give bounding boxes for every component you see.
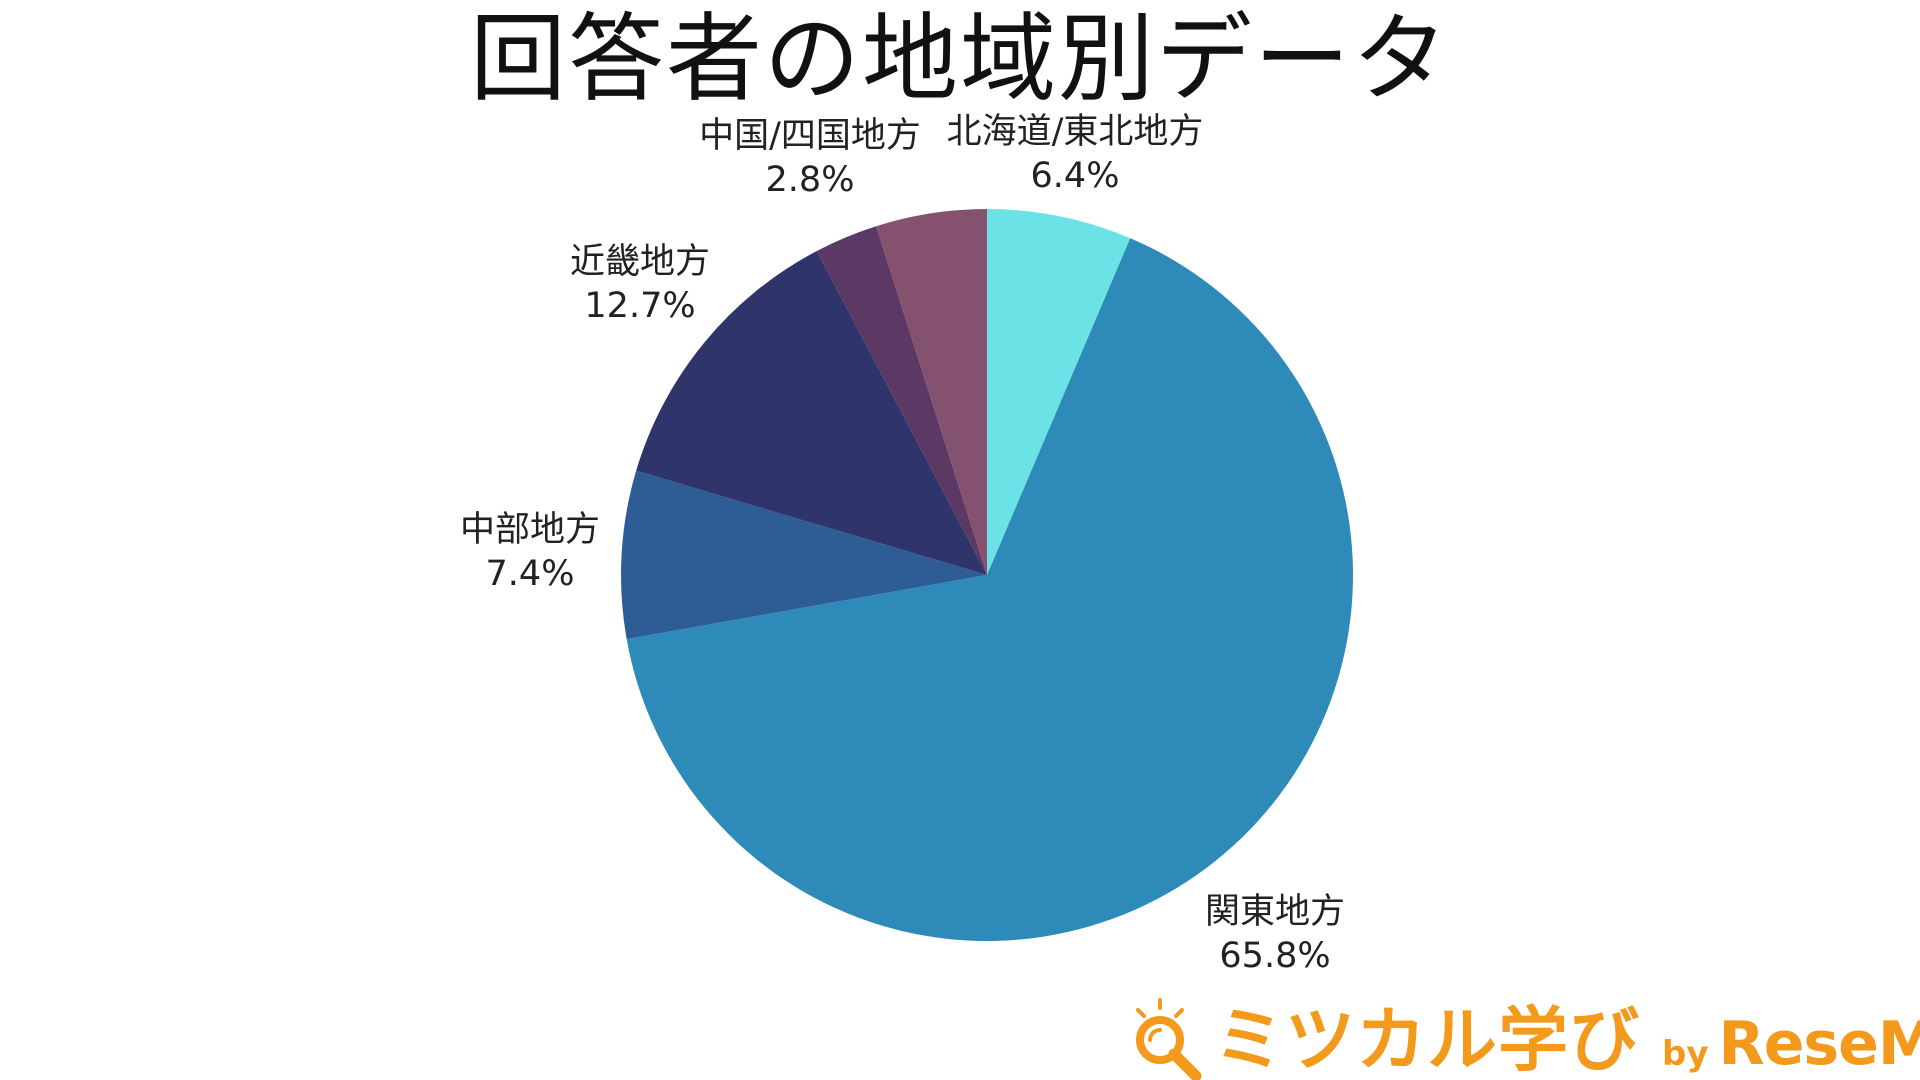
slice-label-kanto: 関東地方 65.8% bbox=[1150, 890, 1400, 978]
brand-name: ミツカル学び bbox=[1214, 999, 1640, 1080]
pie-slice-2 bbox=[620, 470, 987, 640]
brand-logo: ミツカル学び by ReseMom bbox=[1130, 988, 1920, 1080]
pie-slice-0 bbox=[987, 209, 1131, 575]
slice-name: 近畿地方 bbox=[569, 242, 710, 282]
pie-slice-3 bbox=[636, 251, 987, 575]
slice-value: 12.7% bbox=[584, 286, 696, 326]
chart-title: 回答者の地域別データ bbox=[470, 3, 1450, 115]
brand-by: by bbox=[1662, 1034, 1709, 1074]
slice-label-chugoku-shikoku: 中国/四国地方 2.8% bbox=[670, 114, 950, 202]
pie-slice-1 bbox=[626, 238, 1354, 942]
slice-value: 7.4% bbox=[485, 554, 575, 594]
slice-label-hokkaido-tohoku: 北海道/東北地方 6.4% bbox=[930, 110, 1220, 198]
slice-name: 中部地方 bbox=[459, 510, 600, 550]
slice-name: 北海道/東北地方 bbox=[946, 112, 1204, 152]
slice-name: 関東地方 bbox=[1204, 892, 1345, 932]
slice-value: 6.4% bbox=[1030, 156, 1120, 196]
slice-label-kinki: 近畿地方 12.7% bbox=[535, 240, 745, 328]
magnifier-icon bbox=[1136, 998, 1202, 1080]
brand-partner: ReseMom bbox=[1718, 1009, 1920, 1079]
slice-value: 65.8% bbox=[1219, 936, 1331, 976]
slice-value: 2.8% bbox=[765, 160, 855, 200]
slice-label-chubu: 中部地方 7.4% bbox=[425, 508, 635, 596]
pie-slice-5 bbox=[876, 209, 987, 575]
pie-slice-4 bbox=[816, 226, 987, 575]
slice-name: 中国/四国地方 bbox=[699, 116, 921, 156]
